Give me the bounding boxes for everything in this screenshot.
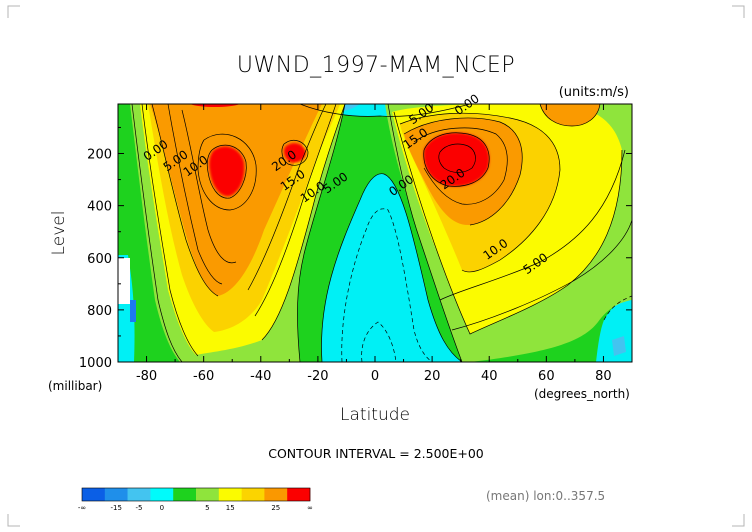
contour-line [387,104,463,362]
x-tick-label: -20 [307,369,328,384]
x-tick-label: 40 [481,369,498,384]
x-tick-label: 80 [595,369,612,384]
red-nh [423,132,490,187]
crop-marks [7,5,745,527]
y-tick-label: 400 [87,200,112,215]
contour-line [299,104,471,117]
axes: -80 -60 -40 -20 0 20 40 60 80 200 400 600 800 1000 [79,104,633,384]
contour-interval-text: CONTOUR INTERVAL = 2.500E+00 [268,446,484,461]
chart-title: UWND_1997-MAM_NCEP [237,53,515,78]
colorbar-tick-label: -5 [136,504,143,512]
y-tick-label: 600 [87,252,112,267]
x-tick-label: 20 [424,369,441,384]
colorbar-tick-label: -∞ [78,504,86,512]
contour-line [261,104,346,341]
colorbar-swatch [127,488,151,501]
x-axis-unit: (degrees_north) [534,387,630,401]
colorbar-tick-label: ∞ [307,504,313,512]
contour-line [151,104,219,297]
colorbar-swatch [264,488,288,501]
colorbar-tick-label: 5 [205,504,209,512]
colorbar: -∞ -15 -5 0 5 15 25 ∞ [78,487,313,512]
y-axis-unit: (millibar) [48,379,102,393]
contour-line [247,104,327,291]
contour-line [254,104,337,317]
contour-line [131,104,183,362]
contour-line [281,140,309,166]
x-tick-label: -60 [193,369,214,384]
colorbar-swatch [241,488,265,501]
y-tick-label: 1000 [79,356,112,371]
contour-line-dashed [361,321,397,362]
contour-line [206,144,247,199]
y-axis-title: Level [49,211,69,256]
cyan-region-center [321,173,462,362]
colorbar-tick-label: 25 [271,504,280,512]
contour-line [539,104,601,127]
y-tick-label: 800 [87,304,112,319]
contour-line [451,219,632,331]
x-tick-label: 60 [538,369,555,384]
colorbar-swatch [196,488,220,501]
colorbar-tick-label: 0 [160,504,164,512]
colorbar-swatch [287,488,311,501]
contour-field [118,104,632,362]
contour-line [297,104,346,362]
orange-sh [150,104,322,296]
colorbar-tick-label: -15 [110,504,121,512]
contour-line [181,109,237,264]
white-box [118,258,130,304]
contour-line [321,173,463,362]
contour-line [403,117,523,226]
colorbar-frame [81,487,311,502]
units-label: (units:m/s) [559,85,629,100]
colorbar-swatch [218,488,242,501]
red-sh-main [209,146,245,197]
x-tick-label: -40 [250,369,271,384]
contour-lines [131,104,632,362]
red-top-edge [190,104,240,107]
colorbar-swatch [173,488,197,501]
y-tick-label: 200 [87,148,112,163]
mean-lon-text: (mean) lon:0..357.5 [486,489,605,503]
colorbar-tick-label: 15 [226,504,235,512]
contour-line [439,149,626,301]
blue-bottom-left [130,300,136,322]
contour-line [141,104,199,357]
contour-line [167,104,223,285]
contour-line [438,143,476,173]
contour-line [393,111,623,335]
colorbar-swatch [150,488,174,501]
contour-line-dashed [341,208,433,362]
colorbar-swatch [104,488,128,501]
x-tick-label: -80 [136,369,157,384]
red-sh-small [283,143,306,163]
colorbar-swatch [82,488,106,501]
contour-line [423,132,490,187]
contour-line-dashed [603,295,632,321]
x-axis-title: Latitude [340,405,410,425]
contour-line [413,127,508,205]
x-tick-label: 0 [371,369,379,384]
orange-top-right [540,104,600,126]
contour-line [197,133,257,211]
blue-bottom-right [612,336,626,356]
contour-line [399,112,561,273]
